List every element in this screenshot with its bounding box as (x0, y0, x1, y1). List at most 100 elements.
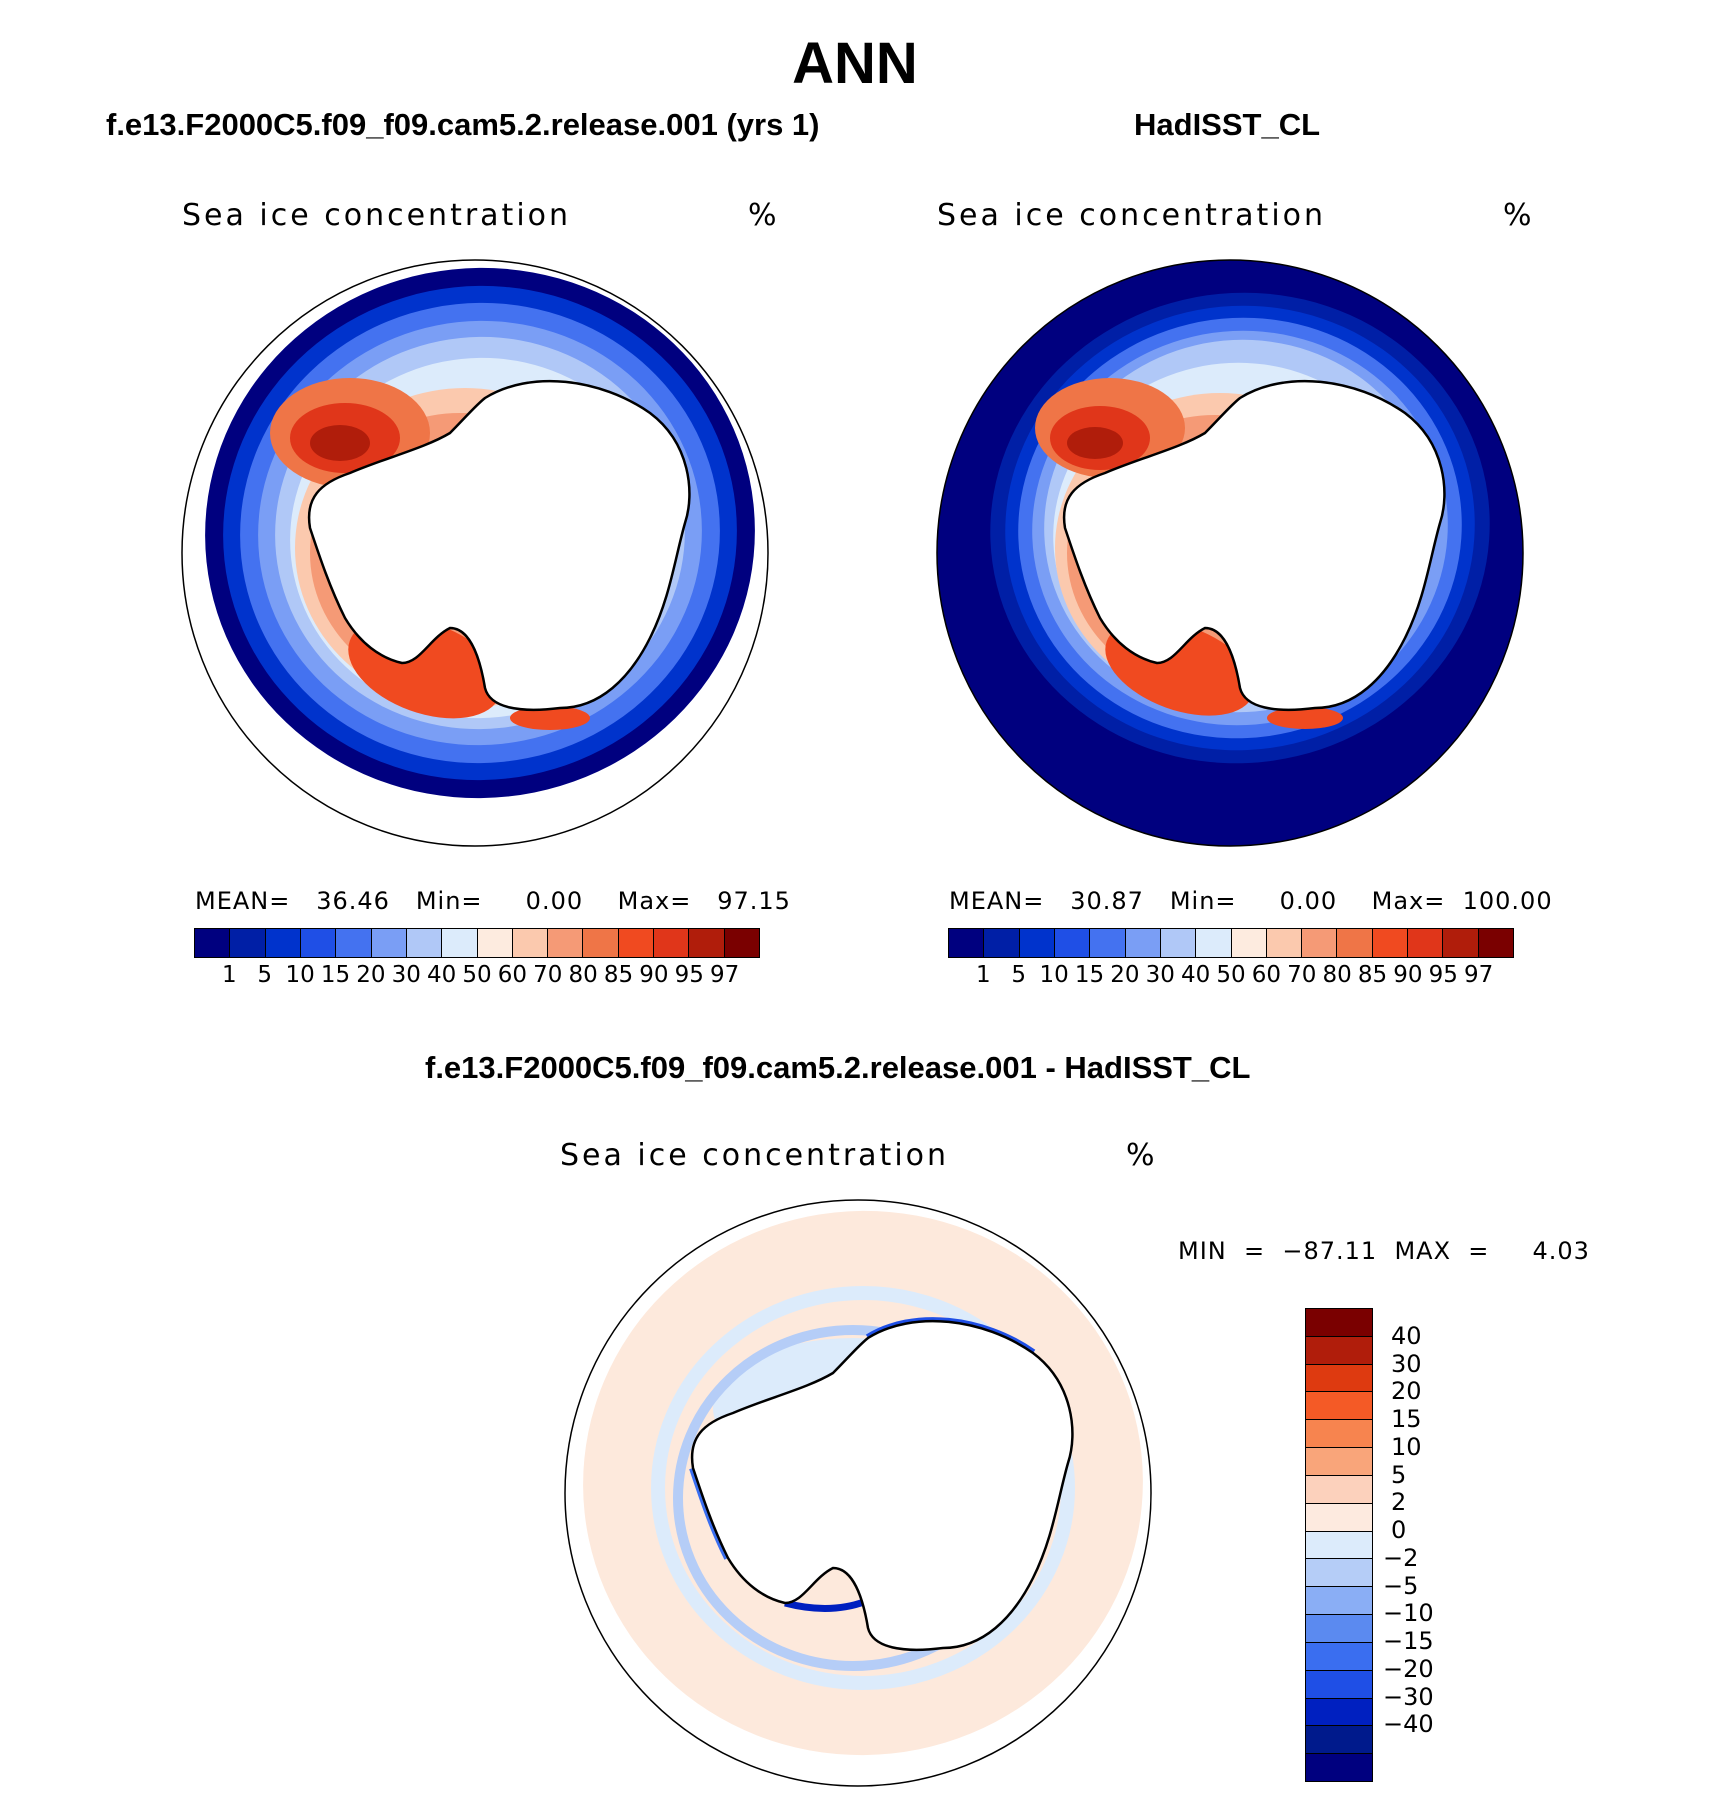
obs-colorbar-tick-label: 95 (1428, 962, 1458, 988)
obs-colorbar-swatch (1372, 929, 1409, 957)
model-colorbar-swatch (371, 929, 407, 957)
diff-colorbar-swatch (1306, 1309, 1372, 1337)
obs-panel-title: HadISST_CL (1134, 107, 1321, 142)
diff-polar-map (564, 1199, 1152, 1787)
model-colorbar-swatch (654, 929, 690, 957)
model-colorbar-tick-label: 70 (533, 962, 563, 988)
diff-colorbar-swatch (1306, 1420, 1372, 1449)
model-colorbar-tick-label: 85 (603, 962, 634, 988)
diff-colorbar-tick-label: −5 (1383, 1571, 1419, 1600)
obs-colorbar-swatch (1196, 929, 1232, 957)
diff-colorbar-swatch (1306, 1726, 1372, 1755)
model-colorbar-swatch (230, 929, 266, 957)
model-colorbar-tick-label: 20 (356, 962, 386, 988)
diff-colorbar-tick-label: 20 (1391, 1377, 1422, 1406)
model-colorbar-tick-label: 15 (320, 962, 351, 988)
model-panel-title: f.e13.F2000C5.f09_f09.cam5.2.release.001… (106, 107, 820, 142)
diff-colorbar-swatch (1306, 1642, 1372, 1671)
obs-colorbar-tick-label: 30 (1145, 962, 1175, 988)
obs-units-label: % (1503, 198, 1532, 233)
model-colorbar-tick-label: 60 (497, 962, 528, 988)
obs-polar-map (936, 259, 1524, 847)
obs-stats: MEAN= 30.87 Min= 0.00 Max= 100.00 (949, 887, 1553, 915)
model-colorbar-tick-label: 50 (462, 962, 492, 988)
obs-colorbar-tick-label: 50 (1216, 962, 1246, 988)
obs-colorbar-swatch (1302, 929, 1338, 957)
model-colorbar-tick-label: 80 (568, 962, 598, 988)
model-colorbar-tick-label: 90 (639, 962, 669, 988)
model-stats: MEAN= 36.46 Min= 0.00 Max= 97.15 (195, 887, 791, 915)
diff-variable-label: Sea ice concentration (560, 1138, 950, 1173)
model-colorbar-swatch (477, 929, 513, 957)
obs-colorbar-swatch (1443, 929, 1479, 957)
obs-colorbar-tick-label: 40 (1180, 962, 1211, 988)
model-colorbar-tick-label: 10 (285, 962, 315, 988)
diff-colorbar-swatch (1306, 1531, 1372, 1560)
diff-colorbar-tick-label: −2 (1383, 1543, 1419, 1572)
model-colorbar-swatch (689, 929, 725, 957)
diff-colorbar-tick-label: −15 (1383, 1627, 1434, 1656)
diff-colorbar-swatch (1306, 1364, 1372, 1393)
diff-colorbar-tick-label: 2 (1391, 1488, 1407, 1517)
diff-colorbar-tick-label: 40 (1391, 1321, 1422, 1350)
obs-colorbar-swatch (949, 929, 985, 957)
obs-colorbar-swatch (1090, 929, 1126, 957)
obs-colorbar-swatch (1125, 929, 1161, 957)
diff-minmax: MIN = −87.11 MAX = 4.03 (1178, 1237, 1590, 1265)
model-units-label: % (748, 198, 777, 233)
obs-variable-label: Sea ice concentration (937, 198, 1327, 233)
model-colorbar-swatch (336, 929, 372, 957)
model-colorbar-swatch (442, 929, 478, 957)
obs-colorbar-tick-label: 85 (1357, 962, 1388, 988)
model-colorbar-swatch (583, 929, 619, 957)
model-colorbar-tick-label: 5 (257, 962, 273, 988)
diff-colorbar-tick-label: −10 (1383, 1599, 1434, 1628)
obs-colorbar-tick-label: 90 (1393, 962, 1423, 988)
obs-colorbar-swatch (1478, 929, 1513, 957)
model-colorbar-swatch (618, 929, 655, 957)
obs-colorbar-swatch (1054, 929, 1091, 957)
model-colorbar: 1 5 10 15 20 30 40 50 60 70 80 85 90 95 97 (194, 928, 760, 988)
model-colorbar-swatch (300, 929, 337, 957)
model-variable-label: Sea ice concentration (182, 198, 572, 233)
obs-colorbar-tick-label: 15 (1074, 962, 1105, 988)
main-title: ANN (792, 31, 918, 96)
diff-colorbar-tick-label: −30 (1383, 1682, 1434, 1711)
model-colorbar-swatch (512, 929, 549, 957)
model-colorbar-swatch (548, 929, 584, 957)
diff-colorbar-tick-label: 0 (1391, 1516, 1407, 1545)
diff-colorbar-swatch (1306, 1503, 1372, 1532)
diff-colorbar-swatch (1306, 1698, 1372, 1727)
obs-colorbar-swatch (1160, 929, 1197, 957)
diff-colorbar-tick-label: 5 (1391, 1460, 1407, 1489)
model-colorbar-swatch (195, 929, 231, 957)
model-colorbar-tick-label: 97 (709, 962, 740, 988)
diff-colorbar-swatch (1306, 1754, 1372, 1782)
diff-colorbar-swatch (1306, 1392, 1372, 1421)
obs-colorbar-tick-label: 10 (1039, 962, 1069, 988)
diff-units-label: % (1126, 1138, 1155, 1173)
diff-colorbar-tick-label: 30 (1391, 1349, 1422, 1378)
model-colorbar-tick-label: 1 (222, 962, 237, 988)
diff-colorbar-tick-label: 10 (1391, 1432, 1422, 1461)
obs-colorbar-swatch (984, 929, 1020, 957)
diff-colorbar-swatch (1306, 1336, 1372, 1365)
obs-colorbar-swatch (1231, 929, 1267, 957)
diff-colorbar-tick-label: −20 (1383, 1654, 1434, 1683)
diff-colorbar-swatch (1306, 1670, 1372, 1699)
obs-colorbar-swatch (1019, 929, 1055, 957)
diff-colorbar-swatch (1306, 1475, 1372, 1504)
diff-panel-title: f.e13.F2000C5.f09_f09.cam5.2.release.001… (425, 1050, 1251, 1085)
diff-colorbar-labels: 40 30 20 15 10 5 2 0 −2 −5 −10 −15 −20 −30 −40 (1383, 1308, 1463, 1780)
diff-colorbar-swatch (1306, 1448, 1372, 1476)
diff-colorbar-swatch (1306, 1587, 1372, 1616)
obs-colorbar-swatch (1266, 929, 1303, 957)
model-colorbar-swatch (265, 929, 301, 957)
obs-colorbar-tick-label: 70 (1287, 962, 1317, 988)
model-polar-map (181, 259, 769, 847)
model-colorbar-tick-label: 30 (391, 962, 421, 988)
obs-colorbar-tick-label: 1 (976, 962, 991, 988)
diff-colorbar-swatch (1306, 1615, 1372, 1643)
obs-colorbar-tick-label: 5 (1011, 962, 1027, 988)
obs-colorbar: 1 5 10 15 20 30 40 50 60 70 80 85 90 95 97 (948, 928, 1514, 988)
